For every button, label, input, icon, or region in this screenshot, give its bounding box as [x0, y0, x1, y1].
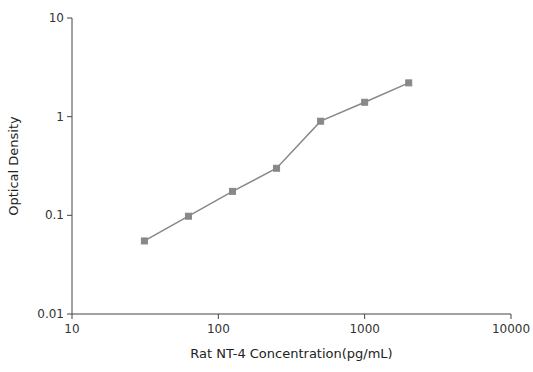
x-tick [72, 314, 73, 319]
x-tick-label: 10000 [492, 322, 530, 336]
y-tick-label: 0.1 [45, 208, 64, 222]
marker [274, 165, 280, 171]
page: {"chart_data": {"type": "line", "x": [31… [0, 0, 533, 372]
x-tick-label: 1000 [349, 322, 380, 336]
data [141, 80, 411, 244]
y-tick [67, 314, 72, 315]
x-axis-label: Rat NT-4 Concentration(pg/mL) [190, 346, 392, 361]
y-tick-label: 10 [49, 11, 64, 25]
x-tick-label: 10 [64, 322, 79, 336]
marker [406, 80, 412, 86]
marker [230, 188, 236, 194]
x-axis-line [72, 314, 511, 315]
chart-container: 10 100 1000 10000 0.01 0.1 1 10 Rat NT-4 Concent… [0, 0, 533, 372]
marker [318, 118, 324, 124]
line [144, 83, 408, 241]
x-tick-label: 100 [207, 322, 230, 336]
chart: 10 100 1000 10000 0.01 0.1 1 10 Rat NT-4 Concent… [0, 0, 533, 372]
axes: 10 100 1000 10000 0.01 0.1 1 10 [37, 11, 530, 336]
y-tick [67, 18, 72, 19]
x-tick [511, 314, 512, 319]
y-tick [67, 116, 72, 117]
y-axis-line [72, 18, 73, 314]
y-tick-label: 1 [56, 110, 64, 124]
marker [141, 238, 147, 244]
x-tick [364, 314, 365, 319]
y-tick-label: 0.01 [37, 307, 64, 321]
marker [185, 213, 191, 219]
x-tick [218, 314, 219, 319]
y-axis-label: Optical Density [6, 116, 21, 216]
marker [362, 99, 368, 105]
y-tick [67, 215, 72, 216]
